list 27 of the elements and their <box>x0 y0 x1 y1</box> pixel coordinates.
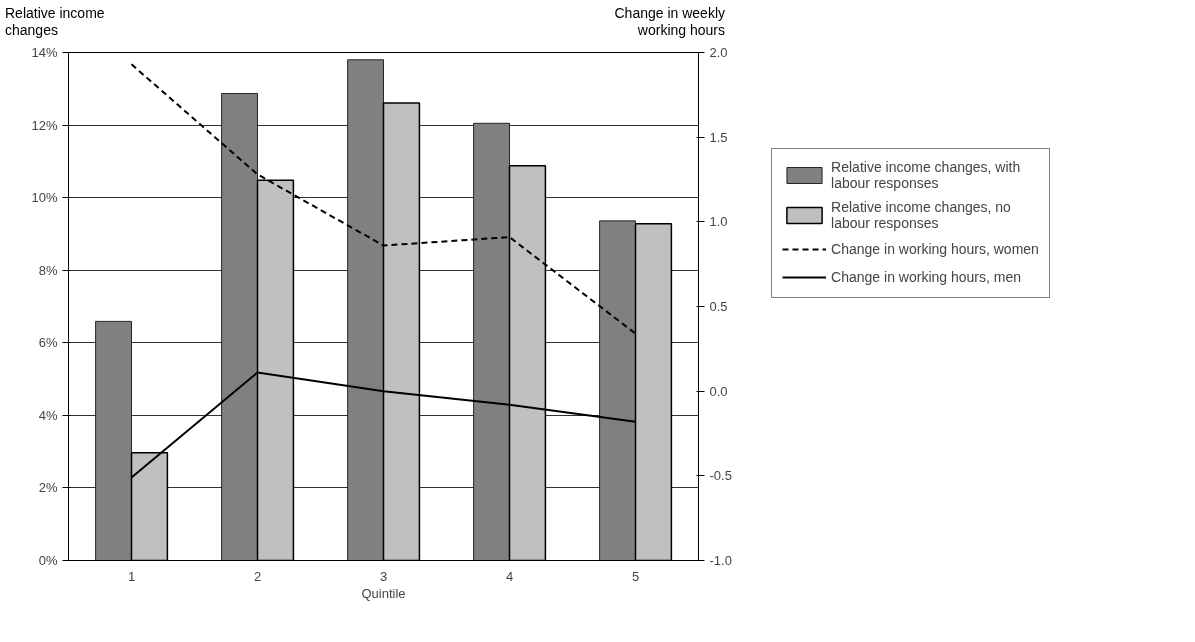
x-axis-title: Quintile <box>361 585 406 601</box>
y2-tick-label: 1.5 <box>709 129 728 145</box>
legend-label: Change in working hours, women <box>831 241 1039 257</box>
y2-tick-label: -0.5 <box>709 468 732 484</box>
y-tick-label: 2% <box>38 480 58 496</box>
x-tick-label: 1 <box>127 568 136 584</box>
y-tick-label: 6% <box>38 335 58 351</box>
y2-tick-label: 0.5 <box>709 299 728 314</box>
legend-label: Relative income changes, with labour responses <box>831 159 1021 191</box>
y-tick-label: 14% <box>31 45 58 60</box>
x-tick-label: 2 <box>253 568 262 584</box>
y-tick-label: 12% <box>31 117 58 133</box>
x-tick-label: 5 <box>631 568 640 584</box>
y2-tick-label: 1.0 <box>709 214 728 230</box>
y2-tick-label: 2.0 <box>709 45 728 60</box>
y-tick-label: 4% <box>38 407 58 423</box>
y2-axis-title: Change in weekly working hours <box>614 5 725 39</box>
x-tick-label: 3 <box>379 568 388 584</box>
y2-tick-label: -1.0 <box>709 553 732 568</box>
y-tick-label: 0% <box>38 553 58 568</box>
x-tick-label: 4 <box>505 568 514 584</box>
legend-label: Relative income changes, no labour responses <box>831 199 1011 231</box>
y-tick-label: 10% <box>31 190 58 206</box>
y2-tick-label: 0.0 <box>709 383 728 399</box>
y-axis-title: Relative income changes <box>5 5 105 39</box>
y-tick-label: 8% <box>38 262 58 278</box>
legend-label: Change in working hours, men <box>831 269 1021 285</box>
